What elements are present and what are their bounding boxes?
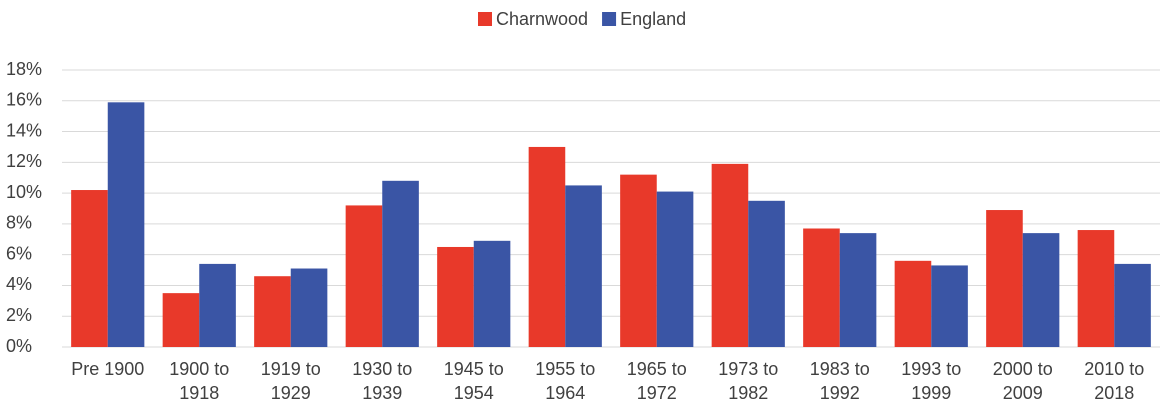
y-tick-label: 10% (6, 182, 42, 202)
bar (620, 174, 657, 347)
bar (107, 102, 145, 347)
y-tick-label: 6% (6, 243, 32, 263)
x-tick-label: Pre 1900 (71, 359, 145, 379)
x-tick-label: 1919 to 1929 (260, 359, 321, 403)
bar (162, 293, 200, 347)
x-tick-label: 1965 to 1972 (626, 359, 687, 403)
x-tick-label: 2010 to 2018 (1084, 359, 1145, 403)
legend-swatch (602, 12, 617, 26)
x-tick-label: 1900 to 1918 (169, 359, 230, 403)
legend-label: Charnwood (496, 9, 588, 29)
x-tick-label: 1955 to 1964 (535, 359, 596, 403)
y-tick-label: 12% (6, 151, 42, 171)
bar (199, 263, 236, 347)
y-tick-label: 0% (6, 336, 32, 356)
x-tick-label: 1993 to 1999 (901, 359, 962, 403)
bar (71, 190, 108, 347)
bar (894, 260, 932, 347)
bar (748, 200, 785, 347)
bar (1077, 230, 1115, 347)
bar (803, 228, 840, 347)
bar (1022, 233, 1060, 347)
bar (1114, 263, 1151, 347)
y-tick-label: 8% (6, 213, 32, 233)
y-tick-label: 4% (6, 274, 32, 294)
y-tick-label: 18% (6, 59, 42, 79)
legend-swatch (478, 12, 492, 26)
bar (528, 146, 566, 347)
y-tick-label: 14% (6, 120, 42, 140)
bar (986, 210, 1023, 347)
bar (437, 246, 474, 347)
bar (345, 205, 383, 347)
bar (254, 276, 291, 347)
x-tick-label: 1973 to 1982 (718, 359, 779, 403)
bar (290, 268, 328, 347)
x-tick-label: 2000 to 2009 (992, 359, 1053, 403)
x-tick-label: 1945 to 1954 (443, 359, 504, 403)
y-tick-label: 16% (6, 90, 42, 110)
x-tick-label: 1983 to 1992 (809, 359, 870, 403)
bar (382, 180, 419, 347)
bar (565, 185, 602, 347)
legend-label: England (620, 9, 686, 29)
bar (656, 191, 694, 347)
bar (473, 240, 511, 347)
x-tick-label: 1930 to 1939 (352, 359, 413, 403)
bar (839, 233, 877, 347)
y-tick-label: 2% (6, 305, 32, 325)
bar (931, 265, 968, 347)
bar (711, 163, 749, 347)
